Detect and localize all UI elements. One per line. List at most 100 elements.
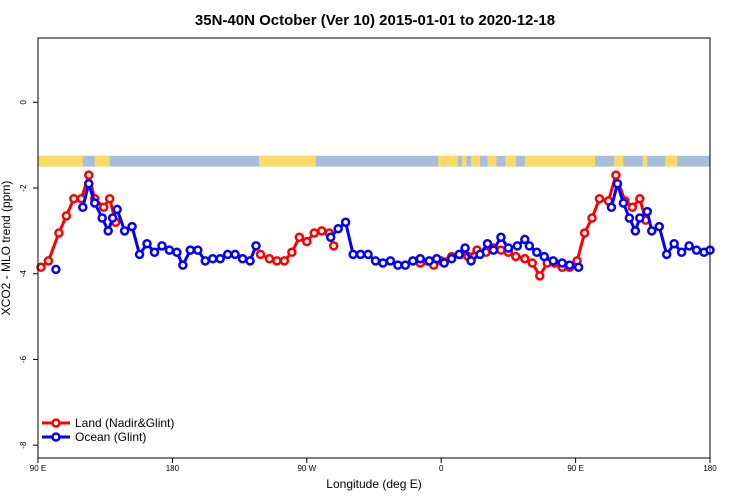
x-tick-label: 0 (439, 464, 444, 473)
legend-label: Land (Nadir&Glint) (75, 416, 174, 430)
data-point (594, 193, 605, 204)
y-tick-label: 0 (19, 100, 28, 105)
data-point (564, 260, 575, 270)
data-point (207, 253, 218, 264)
data-point (635, 193, 645, 204)
data-point (520, 234, 530, 245)
x-axis-label: Longitude (deg E) (326, 477, 421, 491)
data-point (400, 260, 411, 270)
data-point (193, 245, 203, 255)
data-point (302, 236, 312, 247)
data-point (612, 178, 623, 189)
legend: Land (Nadir&Glint)Ocean (Glint) (42, 416, 174, 444)
data-point (635, 213, 645, 223)
data-point (157, 241, 167, 251)
data-point (215, 253, 225, 264)
data-point (524, 241, 535, 251)
land-band-segment (524, 155, 596, 167)
chart-title: 35N-40N October (Ver 10) 2015-01-01 to 2… (195, 12, 555, 29)
data-point (579, 228, 590, 238)
y-tick-label: -4 (19, 270, 28, 278)
data-point (149, 247, 160, 258)
data-point (527, 258, 538, 268)
data-point (237, 253, 248, 264)
data-point (89, 198, 100, 208)
data-point (532, 247, 542, 258)
data-point (112, 204, 122, 215)
data-point (475, 249, 485, 260)
land-band-segment (471, 155, 481, 167)
legend-label: Ocean (Glint) (75, 430, 146, 444)
land-band-segment (438, 155, 458, 167)
data-point (294, 232, 305, 243)
data-point (676, 247, 687, 258)
y-tick-label: -6 (19, 355, 28, 363)
land-band-segment (259, 155, 316, 167)
data-point (624, 213, 635, 223)
data-point (439, 258, 449, 268)
data-point (573, 262, 584, 273)
data-point (172, 247, 182, 258)
land-band-segment (642, 155, 648, 167)
data-point (103, 226, 113, 236)
data-point (431, 253, 442, 264)
y-axis: 0 -2 -4 -6 -8 (19, 100, 38, 449)
data-point (119, 226, 130, 236)
x-tick-label: 90 E (30, 464, 46, 473)
x-axis: 90 E 180 90 W 0 90 E 180 (30, 458, 717, 473)
series-2 (51, 178, 715, 275)
data-point (134, 249, 145, 260)
data-point (104, 193, 115, 204)
data-point (255, 249, 266, 260)
data-point (370, 256, 381, 266)
land-band-segment (487, 155, 497, 167)
data-point (496, 245, 506, 255)
data-point (340, 217, 351, 228)
data-point (107, 213, 118, 223)
data-point (557, 258, 567, 268)
data-point (279, 256, 290, 266)
y-tick-label: -8 (19, 441, 28, 449)
data-point (488, 245, 499, 255)
data-point (230, 249, 240, 260)
data-point (606, 202, 617, 213)
data-point (36, 262, 46, 273)
land-band-segment (462, 155, 467, 167)
data-point (378, 258, 388, 268)
data-point (127, 221, 137, 232)
data-point (691, 245, 702, 255)
data-point (355, 249, 366, 260)
data-point (272, 256, 282, 266)
data-point (385, 256, 396, 266)
land-band-segment (505, 155, 516, 167)
x-tick-label: 180 (166, 464, 180, 473)
data-point (446, 253, 457, 264)
data-point (43, 256, 54, 266)
data-point (97, 213, 107, 223)
land-band-segment (614, 155, 624, 167)
data-point (200, 256, 211, 266)
data-point (264, 253, 275, 264)
data-point (325, 232, 336, 243)
data-point (185, 245, 196, 255)
x-tick-label: 90 W (297, 464, 316, 473)
data-point (642, 206, 653, 217)
data-point (460, 243, 470, 253)
data-point (309, 228, 320, 238)
data-point (54, 228, 64, 238)
data-point (520, 253, 530, 264)
data-point (164, 245, 175, 255)
data-point (415, 253, 426, 264)
data-point (98, 202, 109, 213)
data-point (669, 238, 679, 249)
data-point (333, 223, 343, 234)
data-point (511, 251, 521, 262)
data-point (587, 213, 597, 223)
ocean-band (38, 155, 710, 167)
data-point (69, 193, 79, 204)
series-layer (36, 170, 715, 281)
data-point (393, 260, 403, 270)
data-point (684, 241, 694, 251)
data-point (328, 241, 339, 251)
